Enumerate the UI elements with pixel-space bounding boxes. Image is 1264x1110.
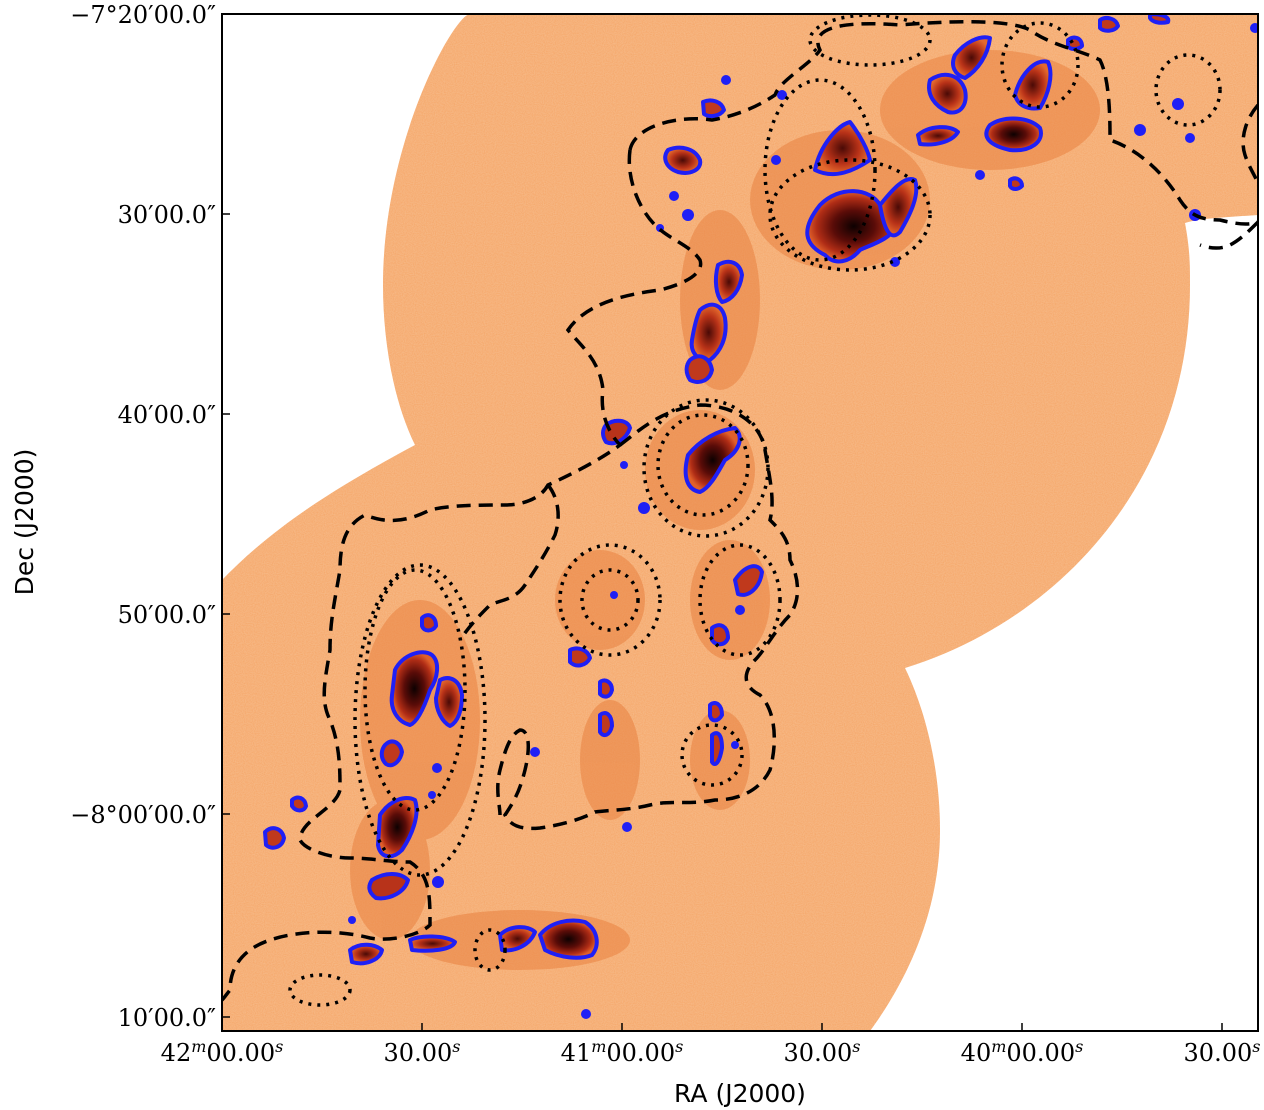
x-axis-title: RA (J2000) — [674, 1079, 806, 1108]
clump — [538, 918, 599, 960]
x-tick-label: 30.00s — [784, 1037, 861, 1068]
clump — [1066, 35, 1084, 51]
clump — [927, 72, 968, 115]
clump — [708, 701, 724, 723]
dashed-contours — [222, 19, 1258, 1002]
clump — [420, 613, 438, 633]
clump — [733, 564, 764, 597]
clump — [434, 676, 464, 728]
plot-frame — [221, 13, 1259, 1032]
clump — [683, 426, 742, 494]
dotted-contour — [768, 158, 932, 272]
dashed-contour — [496, 403, 800, 831]
clump — [263, 826, 286, 850]
clump — [367, 872, 410, 901]
clump — [498, 925, 537, 953]
x-tick-label: 30.00s — [1184, 1037, 1261, 1068]
clump — [713, 259, 744, 304]
dashed-contour — [1241, 103, 1258, 186]
y-ticks: −7°20′00.0″ 30′00.0″ 40′00.0″ 50′00.0″ −8°00… — [70, 1, 230, 1032]
clump — [916, 125, 960, 147]
dashed-contour — [458, 483, 560, 641]
dotted-contour — [642, 398, 770, 538]
emission-clumps — [263, 14, 1171, 966]
clump — [1098, 16, 1120, 33]
clump — [348, 942, 384, 966]
clump — [408, 934, 457, 953]
clump — [710, 623, 730, 647]
y-tick-label: 10′00.0″ — [118, 1004, 216, 1032]
clump — [878, 177, 919, 238]
x-tick-label: 30.00s — [384, 1037, 461, 1068]
y-tick-label: 30′00.0″ — [118, 201, 216, 229]
clump — [601, 418, 632, 446]
dotted-contour — [363, 568, 467, 812]
clump — [805, 189, 903, 264]
clump — [1013, 59, 1053, 111]
clump — [684, 354, 714, 384]
y-tick-label: 50′00.0″ — [118, 601, 216, 629]
clump — [379, 739, 404, 768]
clump — [701, 98, 726, 119]
clump — [663, 145, 703, 175]
clump — [1148, 14, 1171, 25]
dotted-contour — [473, 928, 507, 972]
y-axis-title: Dec (J2000) — [10, 449, 39, 596]
dotted-contour — [1154, 53, 1222, 127]
y-tick-label: −8°00′00.0″ — [70, 801, 216, 829]
clump — [984, 116, 1043, 153]
dotted-contour — [580, 568, 640, 632]
clump — [389, 650, 439, 727]
dotted-contour — [680, 723, 744, 787]
dotted-contour — [558, 543, 662, 657]
dotted-contour — [698, 543, 782, 657]
dotted-contour — [288, 973, 352, 1007]
clump — [710, 731, 724, 767]
clump — [1008, 176, 1024, 191]
x-tick-label: 40m00.00s — [961, 1037, 1084, 1068]
dashed-contour — [222, 149, 703, 1002]
dotted-contour — [656, 413, 750, 517]
x-ticks: 42m00.00s 30.00s 41m00.00s 30.00s 40m00.00s 3… — [161, 1023, 1261, 1068]
dotted-contours — [288, 14, 1222, 1007]
dotted-contour — [763, 78, 877, 262]
clump — [598, 711, 614, 738]
y-tick-label: −7°20′00.0″ — [70, 1, 216, 29]
y-tick-label: 40′00.0″ — [118, 401, 216, 429]
dashed-contour — [628, 19, 1258, 226]
dotted-contour — [353, 563, 487, 877]
x-tick-label: 42m00.00s — [161, 1037, 284, 1068]
clump — [290, 795, 308, 813]
clump — [568, 646, 592, 668]
intensity-map — [222, 14, 1258, 1031]
x-tick-label: 41m00.00s — [561, 1037, 684, 1068]
clump — [598, 678, 614, 699]
dashed-contour — [1199, 220, 1258, 250]
clump — [376, 796, 419, 859]
clump — [951, 35, 992, 80]
dotted-contour — [1000, 21, 1080, 109]
